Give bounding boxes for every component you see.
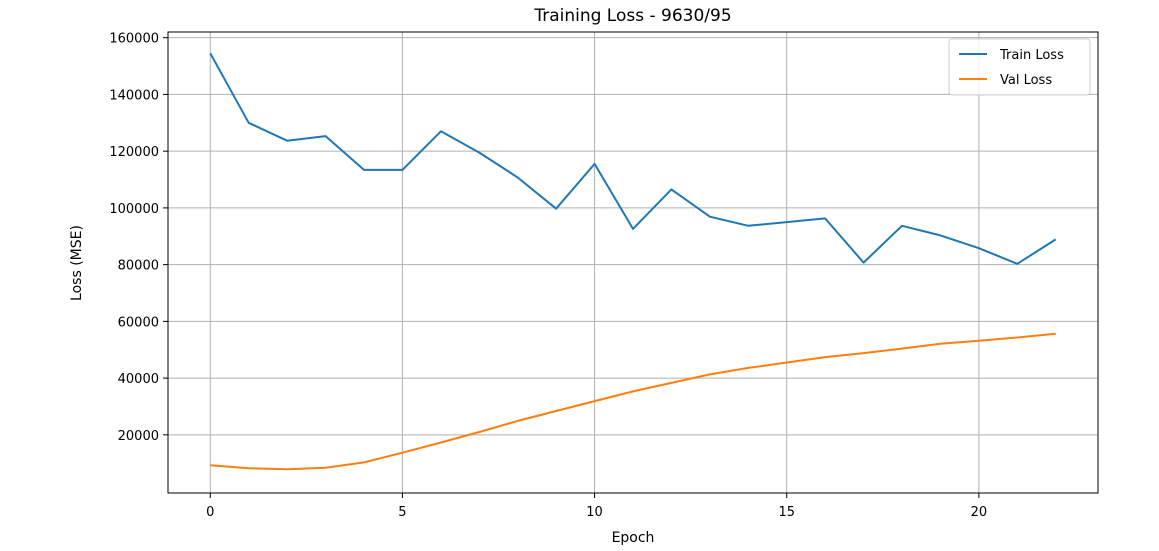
x-tick-label: 5 xyxy=(398,505,406,520)
x-tick-label: 15 xyxy=(778,505,795,520)
val-loss-line xyxy=(210,332,1056,471)
x-tick-label: 20 xyxy=(971,505,988,520)
train-loss-line xyxy=(209,52,1057,265)
gridlines xyxy=(168,32,1098,493)
chart-title: Training Loss - 9630/95 xyxy=(533,6,731,26)
axis-ticks: 0 5 10 15 20 20000 40000 60000 80000 100000 120000… xyxy=(109,32,987,520)
legend: Train Loss Val Loss xyxy=(948,38,1091,96)
y-tick-label: 60000 xyxy=(118,315,159,330)
y-tick-label: 40000 xyxy=(118,372,159,387)
x-axis-label: Epoch xyxy=(612,530,655,546)
y-tick-label: 80000 xyxy=(118,259,159,274)
y-axis-label: Loss (MSE) xyxy=(69,225,85,301)
legend-label-train-loss: Train Loss xyxy=(999,48,1064,63)
y-tick-label: 120000 xyxy=(109,145,159,160)
y-tick-label: 140000 xyxy=(109,88,159,103)
x-tick-label: 0 xyxy=(206,505,214,520)
legend-label-val-loss: Val Loss xyxy=(1000,73,1052,88)
y-tick-label: 160000 xyxy=(109,32,159,47)
y-tick-label: 20000 xyxy=(118,429,159,444)
x-tick-label: 10 xyxy=(586,505,603,520)
series-lines xyxy=(209,52,1057,471)
plot-frame xyxy=(167,31,1099,494)
y-tick-label: 100000 xyxy=(109,202,159,217)
